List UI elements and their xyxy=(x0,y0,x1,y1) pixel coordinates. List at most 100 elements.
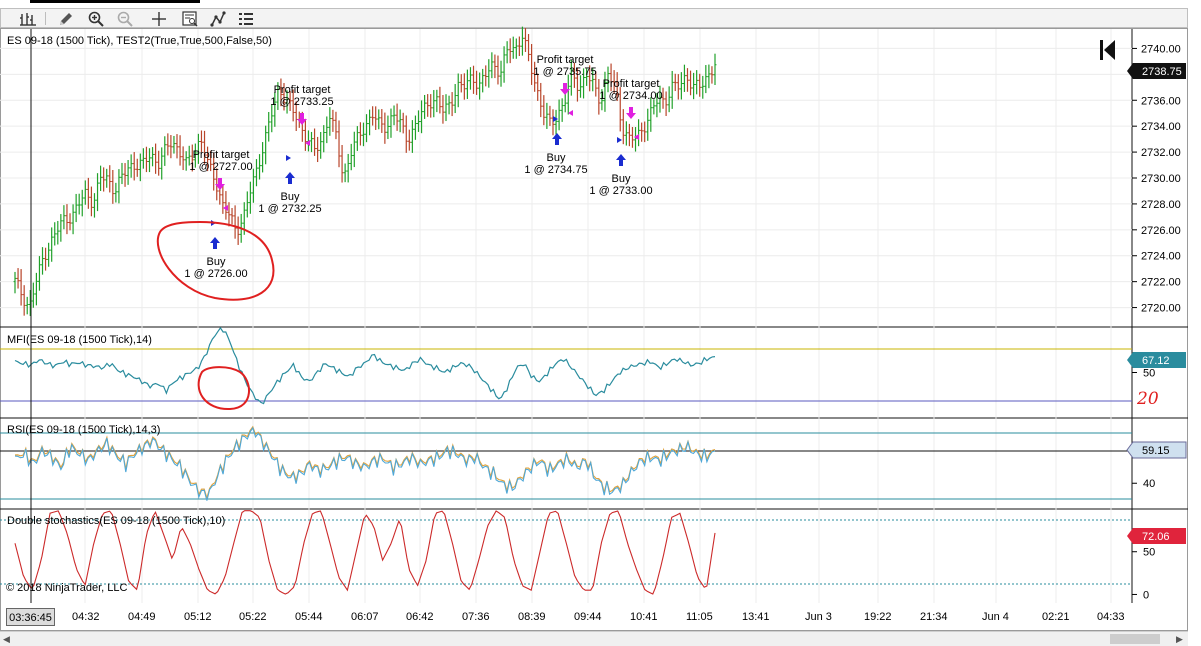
rsi-panel-title: RSI(ES 09-18 (1500 Tick),14,3) xyxy=(7,424,160,436)
y-tick-label: 2724.00 xyxy=(1141,251,1181,263)
profit-target-arrow-icon xyxy=(626,107,636,119)
entry-marker-icon xyxy=(617,137,622,143)
grid-lines xyxy=(0,29,1132,603)
zoom-in-icon[interactable] xyxy=(85,10,107,27)
annotation-label: Buy xyxy=(547,152,566,164)
properties-icon[interactable] xyxy=(235,10,257,27)
x-tick-label: Jun 4 xyxy=(982,611,1009,623)
exit-marker-icon xyxy=(305,140,310,146)
top-edge xyxy=(0,0,1201,8)
x-tick-label: 10:41 xyxy=(630,611,658,623)
annotation-label: Buy xyxy=(207,256,226,268)
annotation-value: 1 @ 2735.75 xyxy=(533,66,596,78)
exit-marker-icon xyxy=(223,205,228,211)
annotation-label: Profit target xyxy=(193,149,250,161)
zoom-out-icon[interactable] xyxy=(114,10,136,27)
profit-target-arrow-icon xyxy=(215,178,225,190)
y-tick-label: 2734.00 xyxy=(1141,121,1181,133)
x-tick-label: 05:22 xyxy=(239,611,267,623)
y-tick-label: 2736.00 xyxy=(1141,95,1181,107)
y-tick-label: 2722.00 xyxy=(1141,277,1181,289)
strategy-icon[interactable] xyxy=(207,10,229,27)
x-tick-label: 21:34 xyxy=(920,611,948,623)
x-tick-label: 07:36 xyxy=(462,611,490,623)
exit-marker-icon xyxy=(568,110,573,116)
y-tick-label: 50 xyxy=(1143,547,1155,559)
scroll-thumb[interactable] xyxy=(1110,634,1160,644)
x-tick-label: 06:07 xyxy=(351,611,379,623)
chart-frame[interactable] xyxy=(0,28,1188,631)
annotation-label: Profit target xyxy=(603,78,660,90)
indicator-lines xyxy=(0,326,1132,595)
rsi-value-flag: 59.15 xyxy=(1126,441,1187,459)
y-tick-label: 2726.00 xyxy=(1141,225,1181,237)
entry-marker-icon xyxy=(286,155,291,161)
entry-marker-icon xyxy=(553,116,558,122)
annotation-label: Profit target xyxy=(274,84,331,96)
annotation-label: Profit target xyxy=(537,54,594,66)
profit-target-arrow-icon xyxy=(297,113,307,125)
copyright-text: © 2018 NinjaTrader, LLC xyxy=(6,582,127,594)
annotation-label: Buy xyxy=(281,191,300,203)
y-tick-label: 40 xyxy=(1143,478,1155,490)
x-tick-label: 05:12 xyxy=(184,611,212,623)
scroll-left-icon[interactable]: ◀ xyxy=(3,634,10,644)
y-tick-label: 2740.00 xyxy=(1141,43,1181,55)
annotation-value: 1 @ 2733.25 xyxy=(270,96,333,108)
horizontal-scrollbar[interactable]: ◀ ▶ xyxy=(0,631,1188,646)
stoch-last-value: 72.06 xyxy=(1142,531,1170,543)
mfi-last-value: 67.12 xyxy=(1142,355,1170,367)
chart-canvas[interactable]: 2740.002738.002736.002734.002732.002730.… xyxy=(0,0,1188,603)
profit-target-arrow-icon xyxy=(560,83,570,95)
rsi-line xyxy=(14,426,716,501)
x-tick-label: 11:05 xyxy=(686,611,713,623)
x-tick-label: 04:49 xyxy=(128,611,156,623)
stoch-panel-title: Double stochastics(ES 09-18 (1500 Tick),… xyxy=(7,515,225,527)
crosshair-icon[interactable] xyxy=(148,10,170,27)
annotation-value: 1 @ 2734.75 xyxy=(524,164,587,176)
x-tick-label: 04:33 xyxy=(1097,611,1125,623)
rsi-last-value: 59.15 xyxy=(1142,445,1170,457)
y-tick-label: 2730.00 xyxy=(1141,173,1181,185)
buy-arrow-icon xyxy=(210,237,220,249)
x-tick-label: 05:44 xyxy=(295,611,323,623)
buy-arrow-icon xyxy=(616,154,626,166)
x-tick-label: 13:41 xyxy=(742,611,770,623)
y-tick-label: 2728.00 xyxy=(1141,199,1181,211)
rsi-average-line xyxy=(14,425,716,500)
stoch-value-flag: 72.06 xyxy=(1127,528,1186,544)
stoch-line xyxy=(14,510,716,595)
mfi-value-flag: 67.12 xyxy=(1127,352,1186,368)
annotation-value: 1 @ 2733.00 xyxy=(589,185,652,197)
price-last-value: 2738.75 xyxy=(1142,66,1182,78)
scroll-right-icon[interactable]: ▶ xyxy=(1176,634,1183,644)
crosshair-time: 03:36:45 xyxy=(6,608,55,626)
x-tick-label: 19:22 xyxy=(864,611,892,623)
red-circle-mfi xyxy=(197,366,250,411)
x-tick-label: 04:32 xyxy=(72,611,100,623)
x-tick-label: 09:44 xyxy=(574,611,602,623)
red-circle-price xyxy=(156,220,275,301)
collapse-panel-icon[interactable] xyxy=(1100,40,1115,60)
y-tick-label: 50 xyxy=(1143,368,1155,380)
price-bars xyxy=(13,26,717,317)
right-margin xyxy=(1188,28,1201,646)
x-tick-label: 06:42 xyxy=(406,611,434,623)
x-tick-label: 08:39 xyxy=(518,611,546,623)
x-tick-label: 02:21 xyxy=(1042,611,1070,623)
x-tick-label: Jun 3 xyxy=(805,611,832,623)
annotation-value: 1 @ 2726.00 xyxy=(184,268,247,280)
data-box-icon[interactable] xyxy=(179,10,201,27)
annotation-label: Buy xyxy=(612,173,631,185)
bar-type-icon[interactable] xyxy=(17,10,39,27)
pencil-icon[interactable] xyxy=(55,10,77,27)
mfi-panel-title: MFI(ES 09-18 (1500 Tick),14) xyxy=(7,334,152,346)
y-tick-label: 2720.00 xyxy=(1141,303,1181,315)
buy-arrow-icon xyxy=(285,172,295,184)
annotation-value: 1 @ 2727.00 xyxy=(189,161,252,173)
x-axis: 03:36:45 04:32 04:49 05:12 05:22 05:44 06:07 0… xyxy=(0,603,1188,631)
handwritten-note: 20 xyxy=(1136,389,1159,409)
y-tick-label: 2732.00 xyxy=(1141,147,1181,159)
annotation-value: 1 @ 2734.00 xyxy=(599,90,662,102)
